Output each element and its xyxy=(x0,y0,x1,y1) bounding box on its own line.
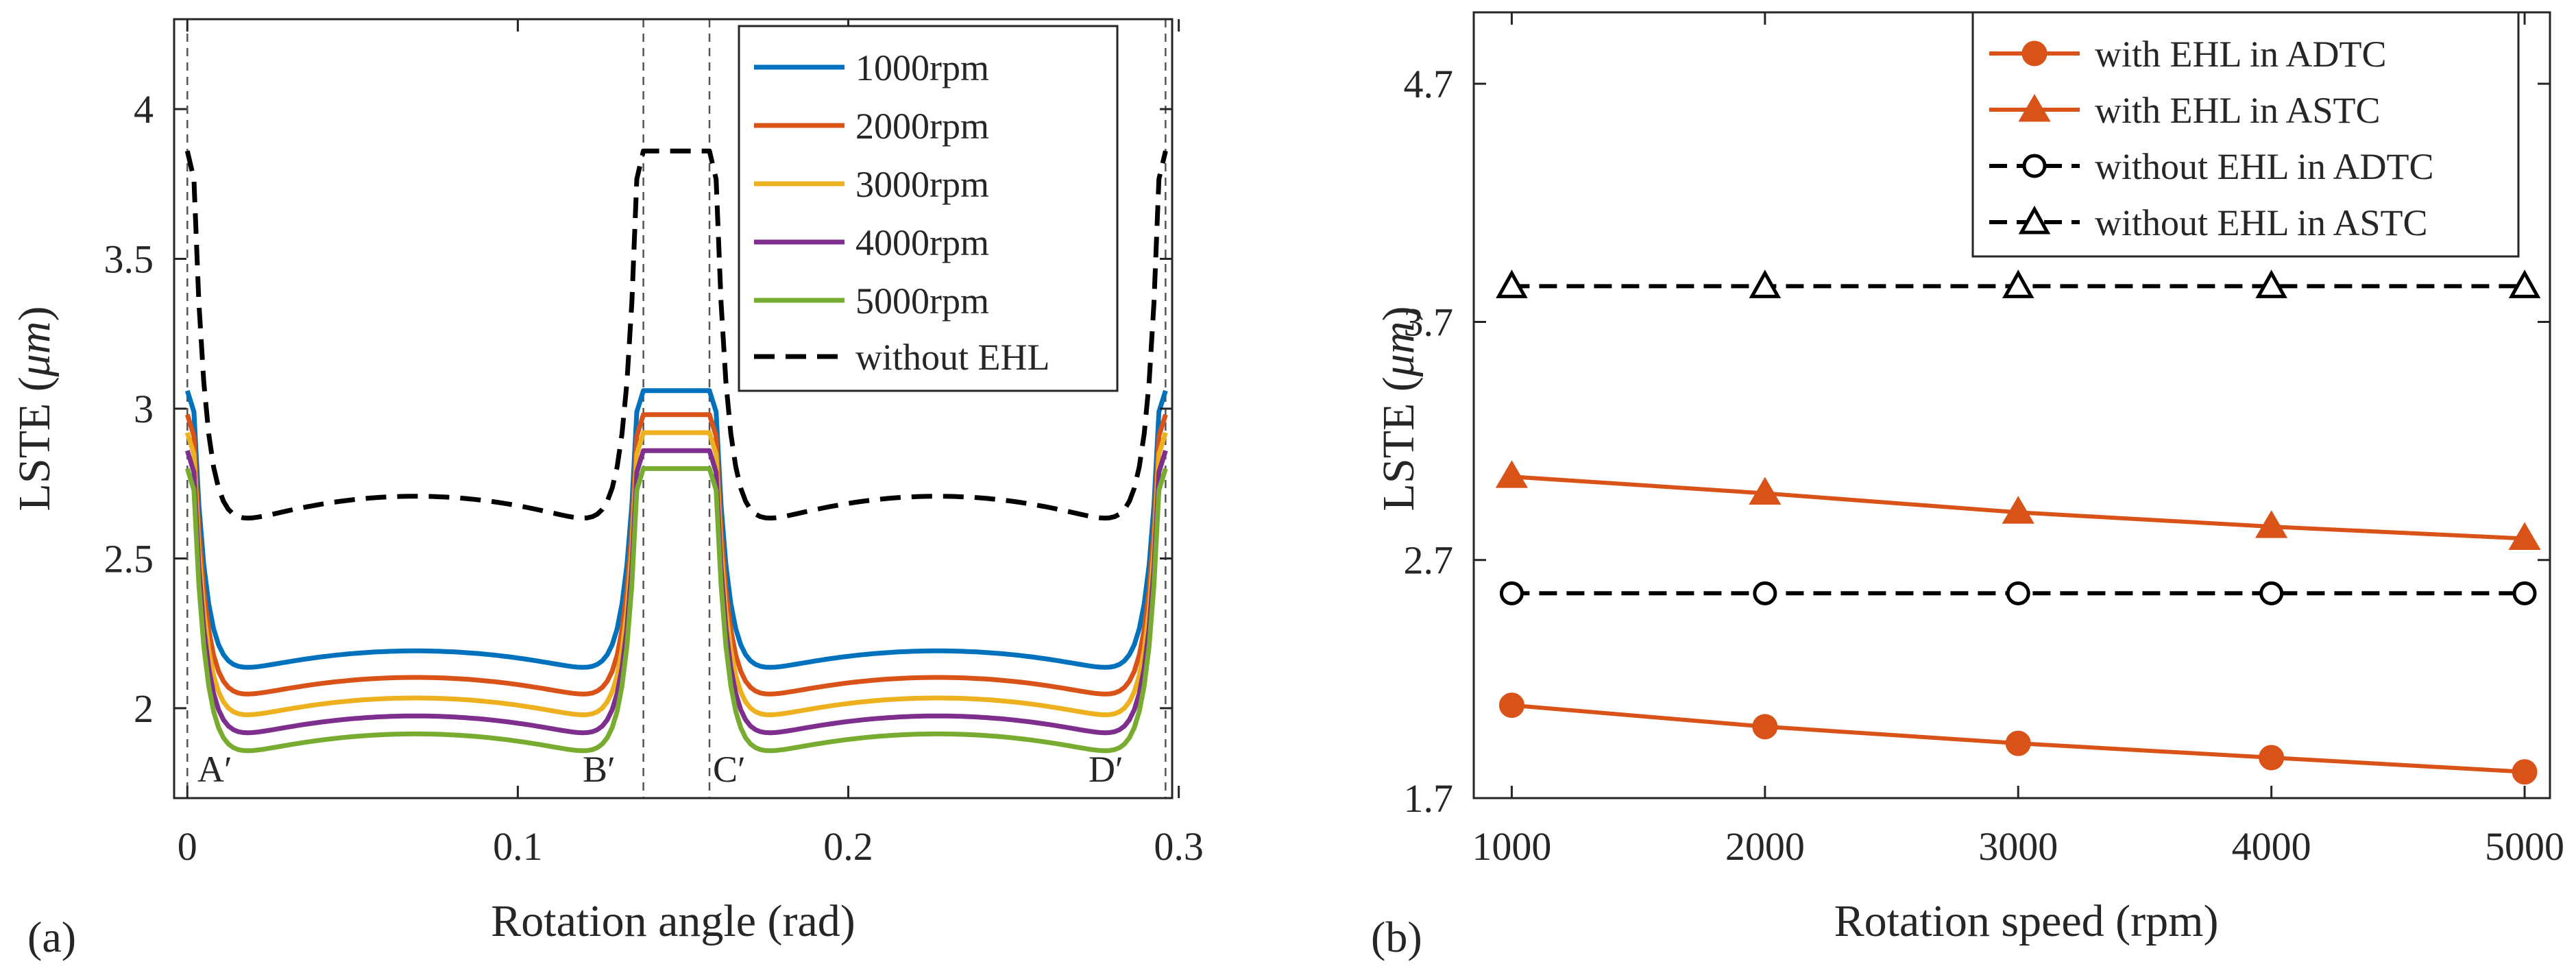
chart-a: 0 0.1 0.2 0.3 2 2.5 3 3.5 4 A′ B′ C′ D′ Rotation… xyxy=(10,18,1204,961)
legend-label-with-ehl-adtc: with EHL in ADTC xyxy=(2095,34,2387,75)
data-point-with-ehl-in-adtc xyxy=(1752,714,1778,740)
legend-label-without-ehl-adtc: without EHL in ADTC xyxy=(2095,146,2434,187)
annotation-a-prime: A′ xyxy=(197,749,232,790)
chart-a-ytick-label: 3 xyxy=(134,387,154,431)
chart-b-xtick-label: 1000 xyxy=(1472,824,1551,869)
chart-a-series xyxy=(184,148,1168,754)
chart-b-ytick-label: 2.7 xyxy=(1404,538,1454,583)
chart-b-series xyxy=(1495,269,2541,785)
data-point-without-ehl-in-astc xyxy=(2508,269,2541,298)
chart-b-legend: with EHL in ADTC with EHL in ASTC withou… xyxy=(1971,11,2520,258)
legend-label-1000rpm: 1000rpm xyxy=(855,47,989,88)
chart-b-ytick-label: 3.7 xyxy=(1404,300,1454,344)
data-point-with-ehl-in-astc xyxy=(2508,522,2541,550)
chart-a-ytick-label: 2.5 xyxy=(104,536,154,581)
chart-b-xtick-label: 5000 xyxy=(2485,824,2564,869)
legend-marker-with-ehl-adtc xyxy=(2021,40,2048,67)
chart-a-legend: 1000rpm 2000rpm 3000rpm 4000rpm 5000rpm … xyxy=(738,25,1119,392)
data-point-without-ehl-in-adtc xyxy=(1753,581,1777,605)
chart-b-ylabel: LSTE (μm) xyxy=(1374,306,1424,511)
data-point-without-ehl-in-adtc xyxy=(2512,581,2537,605)
legend-label-2000rpm: 2000rpm xyxy=(855,106,989,147)
data-point-without-ehl-in-adtc xyxy=(2259,581,2284,605)
data-point-with-ehl-in-astc xyxy=(2255,510,2288,538)
chart-b-xtick-label: 3000 xyxy=(1978,824,2058,869)
data-point-with-ehl-in-astc xyxy=(1495,460,1529,488)
chart-a-xtick-label: 0.1 xyxy=(493,824,543,869)
series-line-4000rpm xyxy=(184,448,1168,736)
legend-marker-with-ehl-astc xyxy=(2018,94,2051,122)
data-point-with-ehl-in-adtc xyxy=(2512,759,2538,785)
series-line-without-ehl xyxy=(184,148,1168,521)
chart-b: 1000 2000 3000 4000 5000 1.7 2.7 3.7 4.7 Rotatio… xyxy=(1371,11,2564,961)
legend-label-without-ehl: without EHL xyxy=(855,337,1049,378)
panel-label-a: (a) xyxy=(27,913,76,961)
data-point-without-ehl-in-adtc xyxy=(1499,581,1524,605)
chart-a-xlabel: Rotation angle (rad) xyxy=(491,896,855,946)
chart-a-xtick-label: 0 xyxy=(178,824,197,869)
legend-label-with-ehl-astc: with EHL in ASTC xyxy=(2095,90,2381,131)
data-point-without-ehl-in-adtc xyxy=(2006,581,2030,605)
chart-a-xtick-label: 0.2 xyxy=(823,824,873,869)
data-point-with-ehl-in-adtc xyxy=(1498,693,1524,719)
legend-label-without-ehl-astc: without EHL in ASTC xyxy=(2095,202,2428,243)
data-point-with-ehl-in-astc xyxy=(1749,477,1782,505)
chart-b-xlabel: Rotation speed (rpm) xyxy=(1834,896,2219,946)
panel-label-b: (b) xyxy=(1371,913,1422,961)
legend-label-3000rpm: 3000rpm xyxy=(855,164,989,205)
chart-a-legend-box xyxy=(738,25,1119,392)
chart-b-xtick-label: 2000 xyxy=(1725,824,1805,869)
chart-a-ytick-label: 2 xyxy=(134,686,154,731)
data-point-without-ehl-in-astc xyxy=(1496,269,1528,298)
legend-label-4000rpm: 4000rpm xyxy=(855,222,989,263)
legend-marker-without-ehl-astc xyxy=(2018,205,2051,234)
legend-marker-without-ehl-adtc xyxy=(2022,154,2047,178)
legend-label-5000rpm: 5000rpm xyxy=(855,280,989,322)
annotation-d-prime: D′ xyxy=(1089,749,1123,790)
chart-b-ytick-label: 1.7 xyxy=(1404,776,1454,821)
data-point-with-ehl-in-astc xyxy=(2002,496,2034,524)
annotation-b-prime: B′ xyxy=(583,749,616,790)
data-point-without-ehl-in-astc xyxy=(1749,269,1782,298)
data-point-with-ehl-in-adtc xyxy=(2259,745,2285,771)
data-point-with-ehl-in-adtc xyxy=(2005,730,2031,756)
series-line-3000rpm xyxy=(184,430,1168,717)
annotation-c-prime: C′ xyxy=(713,749,746,790)
chart-a-xtick-label: 0.3 xyxy=(1154,824,1204,869)
chart-b-xtick-label: 4000 xyxy=(2232,824,2311,869)
chart-b-ticks: 1000 2000 3000 4000 5000 1.7 2.7 3.7 4.7 xyxy=(1404,12,2564,869)
series-line-2000rpm xyxy=(184,412,1168,697)
chart-a-ylabel: LSTE (μm) xyxy=(10,306,60,511)
chart-a-ytick-label: 4 xyxy=(134,87,154,132)
series-line-5000rpm xyxy=(184,466,1168,754)
data-point-without-ehl-in-astc xyxy=(2255,269,2287,298)
data-point-without-ehl-in-astc xyxy=(2002,269,2034,298)
chart-a-ytick-label: 3.5 xyxy=(104,237,154,282)
series-line-1000rpm xyxy=(184,388,1168,670)
chart-b-ytick-label: 4.7 xyxy=(1404,62,1454,106)
